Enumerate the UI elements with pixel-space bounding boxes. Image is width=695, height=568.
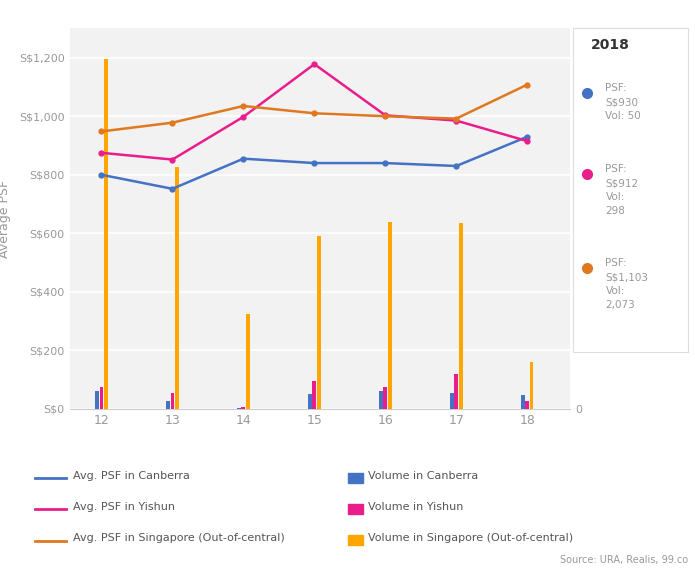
Bar	[459, 223, 462, 409]
Bar	[174, 168, 179, 409]
Bar	[313, 381, 316, 409]
Bar	[308, 394, 312, 409]
Bar	[237, 408, 241, 409]
Bar	[525, 401, 529, 409]
Text: Volume in Singapore (Out-of-central): Volume in Singapore (Out-of-central)	[368, 533, 573, 543]
Y-axis label: Average PSF: Average PSF	[0, 179, 10, 258]
Bar	[455, 374, 458, 409]
Text: Avg. PSF in Canberra: Avg. PSF in Canberra	[73, 470, 190, 481]
Bar	[99, 387, 104, 409]
Bar	[388, 222, 391, 409]
Bar	[104, 59, 108, 409]
Text: PSF:
S$930
Vol: 50: PSF: S$930 Vol: 50	[605, 83, 641, 122]
Text: PSF:
S$1,103
Vol:
2,073: PSF: S$1,103 Vol: 2,073	[605, 258, 648, 310]
Text: Source: URA, Realis, 99.co: Source: URA, Realis, 99.co	[560, 555, 688, 565]
Text: Volume in Canberra: Volume in Canberra	[368, 470, 479, 481]
Text: 2018: 2018	[591, 38, 630, 52]
Text: Avg. PSF in Singapore (Out-of-central): Avg. PSF in Singapore (Out-of-central)	[73, 533, 285, 543]
Bar	[450, 393, 454, 409]
Text: Avg. PSF in Yishun: Avg. PSF in Yishun	[73, 502, 175, 512]
Bar	[95, 391, 99, 409]
Bar	[166, 401, 170, 409]
Bar	[246, 314, 250, 409]
Text: Volume in Yishun: Volume in Yishun	[368, 502, 464, 512]
Bar	[530, 362, 534, 409]
Y-axis label: Volume: Volume	[610, 195, 623, 242]
Text: PSF:
S$912
Vol:
298: PSF: S$912 Vol: 298	[605, 164, 639, 216]
Bar	[521, 395, 525, 409]
Bar	[241, 407, 245, 409]
Bar	[170, 393, 174, 409]
Bar	[384, 387, 387, 409]
Bar	[317, 236, 320, 409]
Bar	[379, 391, 383, 409]
